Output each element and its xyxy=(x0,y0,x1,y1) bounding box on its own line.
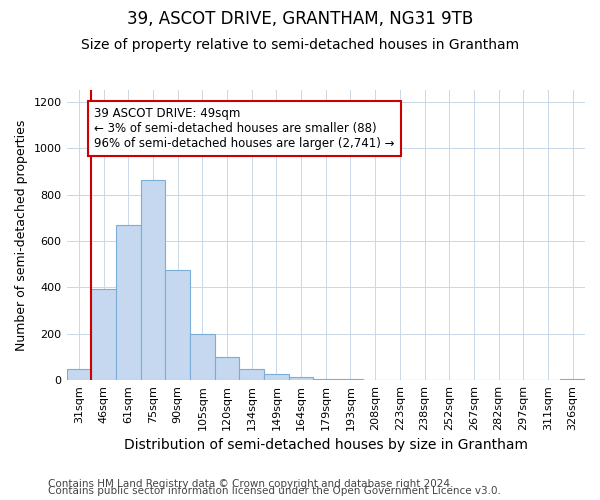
Text: Size of property relative to semi-detached houses in Grantham: Size of property relative to semi-detach… xyxy=(81,38,519,52)
Bar xyxy=(165,270,190,380)
Bar xyxy=(190,334,215,380)
Bar xyxy=(91,288,116,380)
Bar xyxy=(116,225,140,380)
Bar xyxy=(215,357,239,380)
Bar xyxy=(560,379,585,380)
Y-axis label: Number of semi-detached properties: Number of semi-detached properties xyxy=(15,120,28,351)
Bar xyxy=(239,368,264,380)
Bar xyxy=(313,379,338,380)
Text: Contains public sector information licensed under the Open Government Licence v3: Contains public sector information licen… xyxy=(48,486,501,496)
Text: Contains HM Land Registry data © Crown copyright and database right 2024.: Contains HM Land Registry data © Crown c… xyxy=(48,479,454,489)
Bar xyxy=(289,376,313,380)
Bar xyxy=(67,368,91,380)
Text: 39, ASCOT DRIVE, GRANTHAM, NG31 9TB: 39, ASCOT DRIVE, GRANTHAM, NG31 9TB xyxy=(127,10,473,28)
X-axis label: Distribution of semi-detached houses by size in Grantham: Distribution of semi-detached houses by … xyxy=(124,438,528,452)
Bar xyxy=(264,374,289,380)
Bar xyxy=(140,180,165,380)
Text: 39 ASCOT DRIVE: 49sqm
← 3% of semi-detached houses are smaller (88)
96% of semi-: 39 ASCOT DRIVE: 49sqm ← 3% of semi-detac… xyxy=(94,106,395,150)
